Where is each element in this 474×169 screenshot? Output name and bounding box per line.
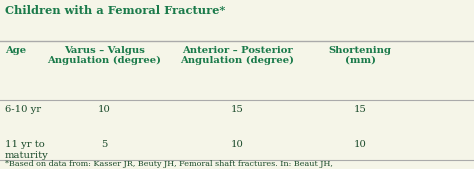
Text: 15: 15 [230,105,244,114]
Text: Shortening
(mm): Shortening (mm) [329,46,392,65]
Text: Children with a Femoral Fracture*: Children with a Femoral Fracture* [5,5,225,16]
Text: 10: 10 [354,140,367,149]
Text: 5: 5 [101,140,108,149]
Text: *Based on data from: Kasser JR, Beuty JH, Femoral shaft fractures. In: Beaut JH,: *Based on data from: Kasser JR, Beuty JH… [5,160,347,169]
Text: 10: 10 [230,140,244,149]
Text: 10: 10 [98,105,111,114]
Text: 11 yr to
maturity: 11 yr to maturity [5,140,48,160]
Text: Age: Age [5,46,26,55]
Text: Varus – Valgus
Angulation (degree): Varus – Valgus Angulation (degree) [47,46,161,65]
Text: 6-10 yr: 6-10 yr [5,105,41,114]
Text: 15: 15 [354,105,367,114]
Text: Anterior – Posterior
Angulation (degree): Anterior – Posterior Angulation (degree) [180,46,294,65]
